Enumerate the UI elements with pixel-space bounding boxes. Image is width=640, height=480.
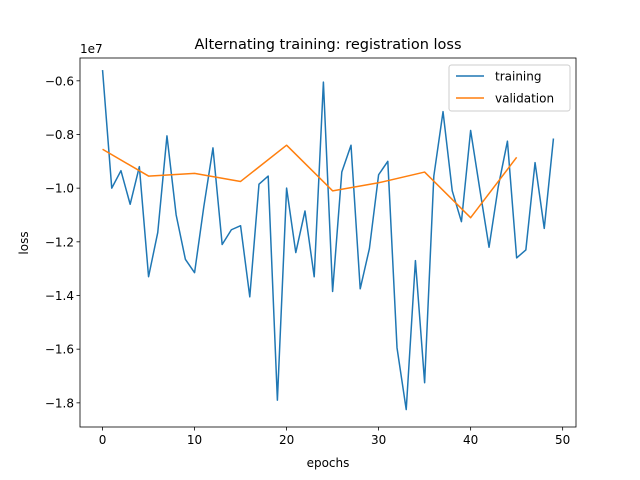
x-tick-label: 30 (371, 433, 386, 447)
plot-area (101, 70, 555, 411)
x-tick-label: 50 (555, 433, 570, 447)
x-tick-label: 10 (187, 433, 202, 447)
y-tick-label: −0.6 (45, 74, 74, 88)
y-axis-title: loss (17, 231, 31, 254)
y-tick-label: −1.2 (45, 235, 74, 249)
x-tick-label: 40 (463, 433, 478, 447)
y-tick-label: −0.8 (45, 128, 74, 142)
legend-label-validation: validation (495, 92, 554, 106)
y-tick-label: −1.8 (45, 396, 74, 410)
y-tick-label: −1.4 (45, 289, 74, 303)
y-tick-label: −1.6 (45, 343, 74, 357)
axis-ticks: 0 10 20 30 40 50 −1.8 −1.6 −1.4 −1.2 −1.0 −0.8 −0.6 (45, 74, 570, 447)
legend-label-training: training (495, 70, 542, 84)
chart-title: Alternating training: registration loss (195, 37, 462, 53)
series-line-validation (102, 144, 518, 219)
y-axis-offset-label: 1e7 (80, 42, 103, 56)
y-tick-label: −1.0 (45, 182, 74, 196)
legend: training validation (448, 64, 571, 112)
x-axis-title: epochs (307, 456, 350, 470)
x-tick-label: 0 (99, 433, 107, 447)
x-tick-label: 20 (279, 433, 294, 447)
axes-frame (79, 57, 577, 428)
